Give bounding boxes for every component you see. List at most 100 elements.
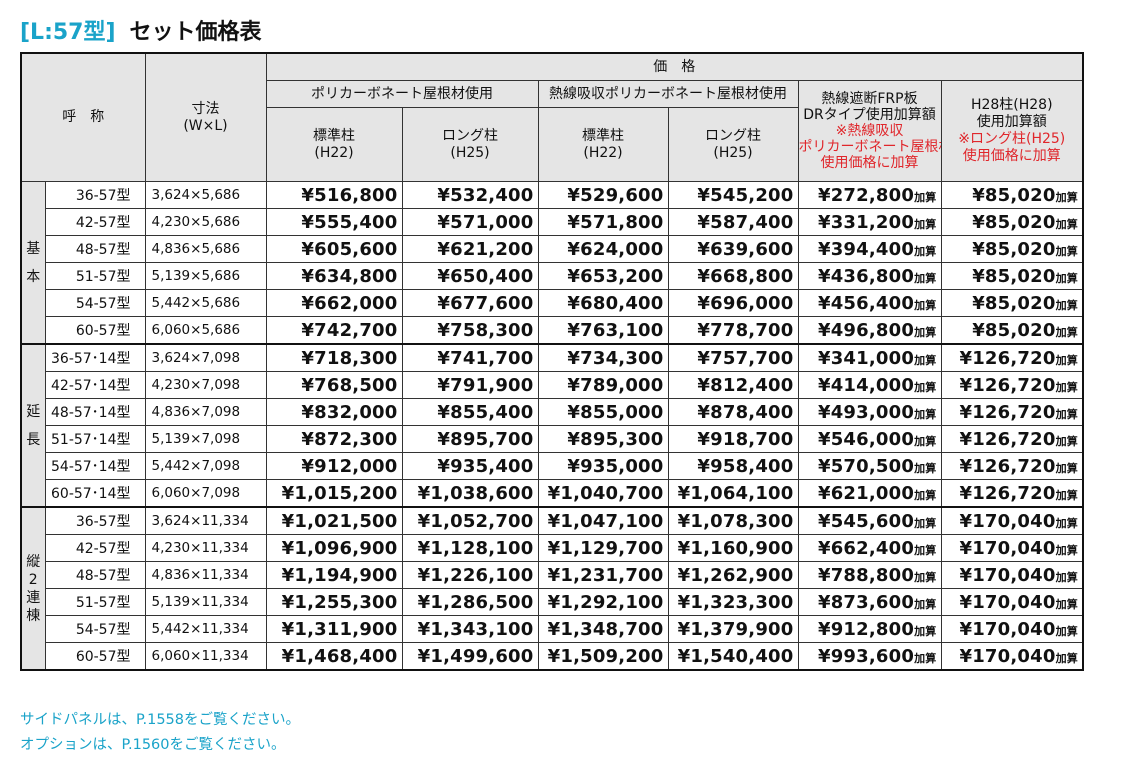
price-cell: ¥1,348,700 xyxy=(537,615,669,643)
price-cell: ¥1,323,300 xyxy=(667,588,799,616)
addition-suffix: 加算 xyxy=(914,543,937,557)
price-cell: ¥758,300 xyxy=(401,316,539,345)
addition-suffix: 加算 xyxy=(914,298,937,312)
model-cell: 36-57型 xyxy=(44,506,146,535)
price-cell: ¥872,300 xyxy=(265,425,403,453)
price-value: ¥1,323,300 xyxy=(677,591,794,613)
price-cell: ¥1,255,300 xyxy=(265,588,403,616)
price-value: ¥605,600 xyxy=(301,238,398,260)
table-row: 48-57型 4,836×11,334 ¥1,194,900 ¥1,226,100 ¥1… xyxy=(21,561,1084,589)
price-value: ¥1,096,900 xyxy=(281,537,398,559)
size-cell: 4,230×11,334 xyxy=(144,534,267,562)
price-value: ¥493,000 xyxy=(817,401,915,423)
price-value: ¥126,720 xyxy=(959,455,1056,477)
addition-suffix: 加算 xyxy=(1055,407,1078,421)
footnotes: サイドパネルは、P.1558をご覧ください。 オプションは、P.1560をご覧く… xyxy=(20,708,300,758)
price-value: ¥918,700 xyxy=(697,428,794,450)
price-value: ¥532,400 xyxy=(437,184,534,206)
addition-suffix: 加算 xyxy=(1055,325,1078,339)
addition-suffix: 加算 xyxy=(914,353,937,367)
size-cell: 4,836×11,334 xyxy=(144,561,267,589)
price-value: ¥757,700 xyxy=(697,347,794,369)
price-value: ¥545,200 xyxy=(697,184,794,206)
price-cell: ¥545,200 xyxy=(667,181,799,209)
price-value: ¥555,400 xyxy=(301,211,398,233)
price-value: ¥570,500 xyxy=(817,455,915,477)
price-value: ¥912,800 xyxy=(817,618,915,640)
price-cell: ¥639,600 xyxy=(667,235,799,263)
price-cell: ¥788,800加算 xyxy=(797,561,942,589)
price-value: ¥763,100 xyxy=(567,319,664,341)
price-cell: ¥170,040加算 xyxy=(940,561,1084,589)
price-cell: ¥1,343,100 xyxy=(401,615,539,643)
price-cell: ¥742,700 xyxy=(265,316,403,345)
size-cell: 3,624×11,334 xyxy=(144,506,267,535)
group-label: 基本 xyxy=(20,181,46,345)
price-cell: ¥1,021,500 xyxy=(265,506,403,535)
addition-suffix: 加算 xyxy=(914,380,937,394)
size-cell: 3,624×5,686 xyxy=(144,181,267,209)
table-row: 42-57型 4,230×5,686 ¥555,400 ¥571,000 ¥571,80… xyxy=(21,208,1084,236)
price-cell: ¥1,468,400 xyxy=(265,642,403,671)
price-value: ¥895,700 xyxy=(437,428,534,450)
price-value: ¥791,900 xyxy=(437,374,534,396)
price-cell: ¥170,040加算 xyxy=(940,615,1084,643)
price-cell: ¥605,600 xyxy=(265,235,403,263)
price-value: ¥331,200 xyxy=(817,211,915,233)
price-cell: ¥1,015,200 xyxy=(265,479,403,508)
price-value: ¥394,400 xyxy=(817,238,915,260)
price-value: ¥621,200 xyxy=(437,238,534,260)
price-value: ¥1,343,100 xyxy=(417,618,534,640)
price-cell: ¥126,720加算 xyxy=(940,479,1084,508)
size-cell: 3,624×7,098 xyxy=(144,343,267,372)
price-value: ¥895,300 xyxy=(567,428,664,450)
price-value: ¥126,720 xyxy=(959,374,1056,396)
price-rows: 基本 36-57型 3,624×5,686 ¥516,800 ¥532,400 ¥529,… xyxy=(20,181,1084,671)
price-cell: ¥1,047,100 xyxy=(537,506,669,535)
model-cell: 48-57型 xyxy=(44,561,146,589)
model-cell: 51-57型 xyxy=(44,262,146,290)
price-value: ¥662,000 xyxy=(301,292,398,314)
price-cell: ¥170,040加算 xyxy=(940,506,1084,535)
price-value: ¥1,292,100 xyxy=(547,591,664,613)
price-cell: ¥912,000 xyxy=(265,452,403,480)
price-cell: ¥895,300 xyxy=(537,425,669,453)
price-value: ¥778,700 xyxy=(697,319,794,341)
header-price: 価 格 xyxy=(265,52,1084,81)
price-cell: ¥85,020加算 xyxy=(940,235,1084,263)
price-cell: ¥895,700 xyxy=(401,425,539,453)
price-cell: ¥1,311,900 xyxy=(265,615,403,643)
price-value: ¥496,800 xyxy=(817,319,915,341)
price-value: ¥272,800 xyxy=(817,184,915,206)
size-cell: 5,442×7,098 xyxy=(144,452,267,480)
price-cell: ¥555,400 xyxy=(265,208,403,236)
model-cell: 48-57型 xyxy=(44,235,146,263)
price-cell: ¥85,020加算 xyxy=(940,262,1084,290)
price-table: 呼 称 寸法 (W×L) 価 格 ポリカーボネート屋根材使用 熱線吸収ポリカーボネ… xyxy=(20,52,1084,671)
model-cell: 42-57型 xyxy=(44,534,146,562)
price-value: ¥912,000 xyxy=(301,455,398,477)
addition-suffix: 加算 xyxy=(1055,190,1078,204)
title-name: セット価格表 xyxy=(129,20,262,45)
price-value: ¥1,499,600 xyxy=(417,645,534,667)
price-cell: ¥529,600 xyxy=(537,181,669,209)
size-cell: 4,836×7,098 xyxy=(144,398,267,426)
price-value: ¥170,040 xyxy=(959,510,1056,532)
price-value: ¥85,020 xyxy=(972,265,1056,287)
price-value: ¥126,720 xyxy=(959,482,1056,504)
price-value: ¥170,040 xyxy=(959,645,1056,667)
price-cell: ¥680,400 xyxy=(537,289,669,317)
table-row: 42-57型 4,230×11,334 ¥1,096,900 ¥1,128,100 ¥1… xyxy=(21,534,1084,562)
addition-suffix: 加算 xyxy=(1055,298,1078,312)
price-cell: ¥394,400加算 xyxy=(797,235,942,263)
price-cell: ¥85,020加算 xyxy=(940,316,1084,345)
table-row: 54-57型 5,442×11,334 ¥1,311,900 ¥1,343,100 ¥1… xyxy=(21,615,1084,643)
addition-suffix: 加算 xyxy=(1055,244,1078,258)
price-cell: ¥778,700 xyxy=(667,316,799,345)
price-value: ¥414,000 xyxy=(817,374,915,396)
addition-suffix: 加算 xyxy=(1055,651,1078,665)
price-cell: ¥696,000 xyxy=(667,289,799,317)
price-cell: ¥414,000加算 xyxy=(797,371,942,399)
price-cell: ¥126,720加算 xyxy=(940,398,1084,426)
price-value: ¥696,000 xyxy=(697,292,794,314)
